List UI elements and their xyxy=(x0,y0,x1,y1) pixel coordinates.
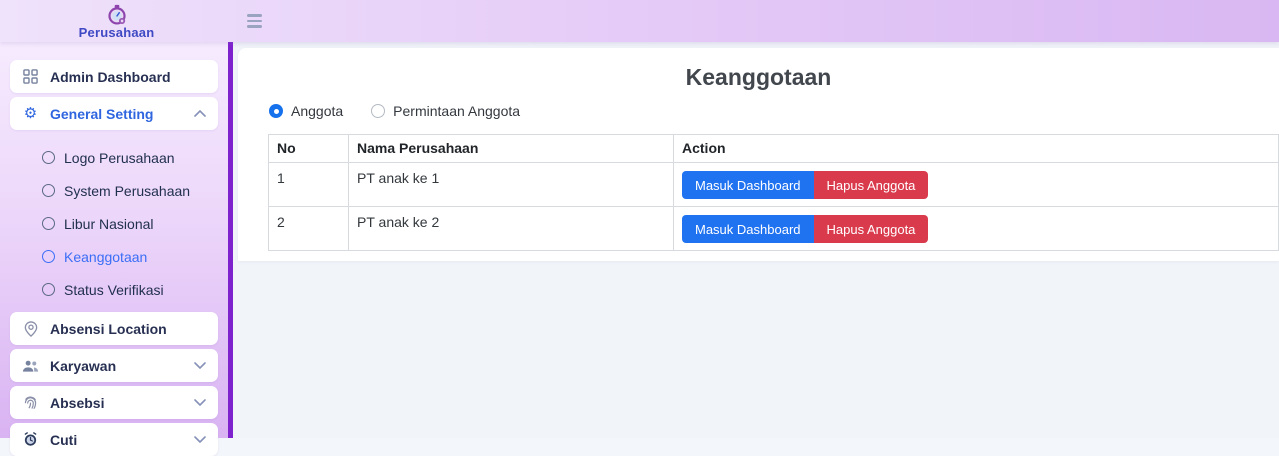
brand[interactable]: Perusahaan xyxy=(0,0,233,42)
hapus-anggota-button[interactable]: Hapus Anggota xyxy=(814,171,929,199)
masuk-dashboard-button[interactable]: Masuk Dashboard xyxy=(682,215,814,243)
brand-name: Perusahaan xyxy=(79,26,155,39)
cell-nama: PT anak ke 1 xyxy=(349,163,674,207)
radio-checked-icon xyxy=(269,104,283,118)
submenu-item-label: System Perusahaan xyxy=(64,183,190,199)
submenu-item-libur-nasional[interactable]: Libur Nasional xyxy=(10,207,218,240)
sidebar-item-label: Cuti xyxy=(50,432,77,448)
circle-icon xyxy=(42,151,55,164)
masuk-dashboard-button[interactable]: Masuk Dashboard xyxy=(682,171,814,199)
hamburger-icon xyxy=(247,14,262,17)
chevron-down-icon xyxy=(194,362,206,369)
page-title: Keanggotaan xyxy=(238,64,1279,91)
submenu-item-logo-perusahaan[interactable]: Logo Perusahaan xyxy=(10,141,218,174)
table-header-row: No Nama Perusahaan Action xyxy=(269,135,1279,163)
cell-action: Masuk Dashboard Hapus Anggota xyxy=(674,207,1279,251)
submenu-item-label: Keanggotaan xyxy=(64,249,147,265)
cell-no: 2 xyxy=(269,207,349,251)
action-button-group: Masuk Dashboard Hapus Anggota xyxy=(682,215,928,243)
action-button-group: Masuk Dashboard Hapus Anggota xyxy=(682,171,928,199)
sidebar-item-absensi-location[interactable]: Absensi Location xyxy=(10,312,218,345)
circle-icon xyxy=(42,250,55,263)
submenu-item-status-verifikasi[interactable]: Status Verifikasi xyxy=(10,273,218,306)
column-header-no: No xyxy=(269,135,349,163)
sidebar-item-karyawan[interactable]: Karyawan xyxy=(10,349,218,382)
table-row: 1 PT anak ke 1 Masuk Dashboard Hapus Ang… xyxy=(269,163,1279,207)
cell-no: 1 xyxy=(269,163,349,207)
submenu-item-keanggotaan[interactable]: Keanggotaan xyxy=(10,240,218,273)
submenu-item-system-perusahaan[interactable]: System Perusahaan xyxy=(10,174,218,207)
table-row: 2 PT anak ke 2 Masuk Dashboard Hapus Ang… xyxy=(269,207,1279,251)
member-filter-radios: Anggota Permintaan Anggota xyxy=(238,103,1279,119)
submenu-item-label: Status Verifikasi xyxy=(64,282,164,298)
alarm-clock-icon xyxy=(22,431,39,448)
people-icon xyxy=(22,357,39,374)
radio-permintaan-anggota[interactable]: Permintaan Anggota xyxy=(371,103,520,119)
sidebar-item-cuti[interactable]: Cuti xyxy=(10,423,218,456)
submenu-item-label: Libur Nasional xyxy=(64,216,154,232)
radio-label: Permintaan Anggota xyxy=(393,103,520,119)
sidebar-item-absebsi[interactable]: Absebsi xyxy=(10,386,218,419)
sidebar-item-label: Admin Dashboard xyxy=(50,69,171,85)
sidebar-item-label: Absensi Location xyxy=(50,321,167,337)
chevron-down-icon xyxy=(194,436,206,443)
sidebar-item-admin-dashboard[interactable]: Admin Dashboard xyxy=(10,60,218,93)
circle-icon xyxy=(42,184,55,197)
chevron-up-icon xyxy=(194,110,206,117)
radio-unchecked-icon xyxy=(371,104,385,118)
column-header-nama-perusahaan: Nama Perusahaan xyxy=(349,135,674,163)
radio-anggota[interactable]: Anggota xyxy=(269,103,343,119)
sidebar-item-label: Absebsi xyxy=(50,395,104,411)
cell-nama: PT anak ke 2 xyxy=(349,207,674,251)
sidebar: Admin Dashboard ⚙ General Setting Logo P… xyxy=(0,42,233,438)
top-header: Perusahaan xyxy=(0,0,1279,42)
fingerprint-icon xyxy=(22,394,39,411)
general-setting-submenu: Logo Perusahaan System Perusahaan Libur … xyxy=(10,134,218,312)
main-content: Keanggotaan Anggota Permintaan Anggota N… xyxy=(233,42,1279,438)
column-header-action: Action xyxy=(674,135,1279,163)
stopwatch-logo-icon xyxy=(106,4,128,26)
members-table: No Nama Perusahaan Action 1 PT anak ke 1… xyxy=(268,134,1279,251)
content-card: Keanggotaan Anggota Permintaan Anggota N… xyxy=(238,48,1279,261)
grid-icon xyxy=(22,68,39,85)
location-pin-icon xyxy=(22,320,39,337)
chevron-down-icon xyxy=(194,399,206,406)
hamburger-menu-button[interactable] xyxy=(241,8,268,34)
sidebar-item-label: General Setting xyxy=(50,106,153,122)
sidebar-item-general-setting[interactable]: ⚙ General Setting xyxy=(10,97,218,130)
circle-icon xyxy=(42,217,55,230)
circle-icon xyxy=(42,283,55,296)
sidebar-item-label: Karyawan xyxy=(50,358,116,374)
gear-icon: ⚙ xyxy=(22,105,39,122)
submenu-item-label: Logo Perusahaan xyxy=(64,150,175,166)
cell-action: Masuk Dashboard Hapus Anggota xyxy=(674,163,1279,207)
radio-label: Anggota xyxy=(291,103,343,119)
hapus-anggota-button[interactable]: Hapus Anggota xyxy=(814,215,929,243)
